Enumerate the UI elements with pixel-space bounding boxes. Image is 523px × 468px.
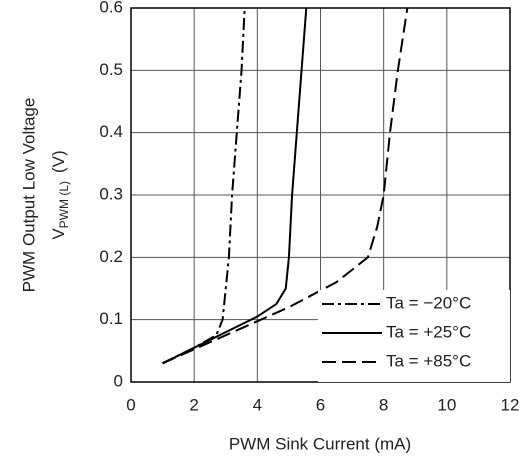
y-tick-label: 0.5	[99, 60, 123, 79]
data-line	[162, 8, 246, 365]
x-tick-label: 0	[126, 395, 135, 414]
subscript: PWM (L)	[57, 181, 71, 228]
data-line	[162, 8, 308, 365]
y-axis-label-group: PWM Output Low Voltage	[19, 98, 38, 293]
x-tick-label: 4	[253, 395, 262, 414]
y-axis-label: PWM Output Low Voltage	[19, 98, 38, 293]
x-tick-label: 10	[437, 395, 456, 414]
y-tick-label: 0.1	[99, 309, 123, 328]
y-axis-symbol-group: VPWM (L) (V)	[49, 150, 71, 239]
x-tick-label: 2	[189, 395, 198, 414]
y-tick-label: 0.2	[99, 247, 123, 266]
unit: (V)	[49, 150, 68, 173]
legend-label: Ta = −20°C	[386, 293, 471, 312]
y-tick-label: 0.3	[99, 184, 123, 203]
x-tick-label: 6	[316, 395, 325, 414]
y-axis-symbol: VPWM (L) (V)	[49, 150, 71, 239]
y-tick-label: 0	[114, 371, 123, 390]
x-tick-label: 8	[379, 395, 388, 414]
legend-label: Ta = +85°C	[386, 351, 471, 370]
data-line	[162, 8, 409, 365]
x-tick-label: 12	[501, 395, 520, 414]
x-axis-label: PWM Sink Current (mA)	[229, 434, 411, 453]
y-tick-label: 0.4	[99, 122, 123, 141]
legend-label: Ta = +25°C	[386, 322, 471, 341]
symbol: V	[49, 228, 68, 240]
legend-box	[318, 290, 510, 382]
y-tick-label: 0.6	[99, 0, 123, 16]
